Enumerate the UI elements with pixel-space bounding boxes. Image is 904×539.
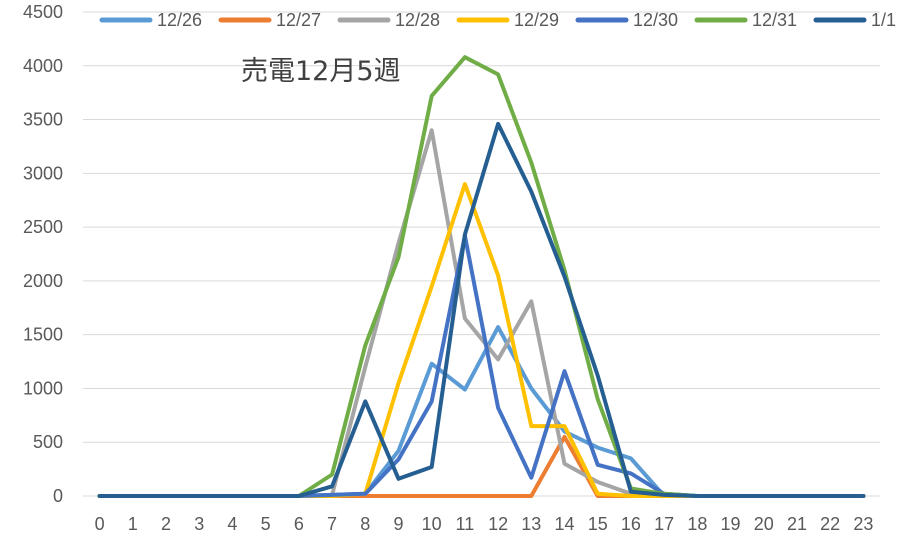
- y-tick-label: 4000: [23, 56, 63, 76]
- y-tick-label: 2500: [23, 217, 63, 237]
- x-tick-label: 18: [687, 514, 707, 534]
- x-tick-label: 23: [853, 514, 873, 534]
- x-tick-label: 11: [456, 514, 475, 534]
- x-tick-label: 6: [294, 514, 304, 534]
- chart-title: 売電12月5週: [241, 56, 401, 87]
- x-tick-label: 5: [261, 514, 271, 534]
- legend-item-12-28: 12/28: [337, 10, 440, 30]
- x-tick-label: 21: [787, 514, 807, 534]
- legend-label: 12/27: [276, 10, 321, 30]
- x-tick-label: 16: [621, 514, 641, 534]
- x-tick-label: 14: [555, 514, 575, 534]
- x-tick-label: 20: [754, 514, 774, 534]
- x-tick-label: 19: [721, 514, 741, 534]
- legend-item-12-29: 12/29: [456, 10, 559, 30]
- legend-label: 12/26: [157, 10, 202, 30]
- y-tick-label: 4500: [23, 2, 63, 22]
- x-tick-label: 15: [588, 514, 608, 534]
- legend-item-12-27: 12/27: [218, 10, 321, 30]
- y-tick-label: 0: [53, 486, 63, 506]
- legend-label: 12/30: [633, 10, 678, 30]
- x-tick-label: 22: [820, 514, 840, 534]
- x-tick-label: 12: [488, 514, 508, 534]
- series-lines: [97, 55, 866, 498]
- x-tick-label: 0: [95, 514, 105, 534]
- y-tick-label: 2000: [23, 271, 63, 291]
- legend-label: 12/29: [514, 10, 559, 30]
- x-tick-label: 10: [422, 514, 442, 534]
- x-tick-label: 2: [161, 514, 171, 534]
- x-tick-label: 3: [194, 514, 204, 534]
- x-tick-label: 9: [393, 514, 403, 534]
- x-tick-label: 8: [360, 514, 370, 534]
- x-tick-label: 13: [521, 514, 541, 534]
- x-tick-label: 7: [327, 514, 337, 534]
- y-tick-label: 1000: [23, 378, 63, 398]
- y-tick-label: 3500: [23, 110, 63, 130]
- legend-item-12-31: 12/31: [694, 10, 797, 30]
- x-tick-label: 1: [128, 514, 138, 534]
- legend-item-1-1: 1/1: [813, 10, 896, 30]
- y-tick-label: 500: [33, 432, 63, 452]
- legend-label: 12/28: [395, 10, 440, 30]
- y-tick-label: 3000: [23, 163, 63, 183]
- legend-label: 12/31: [752, 10, 797, 30]
- legend: 12/26 12/27 12/28 12/29 12/30 12/31 1/1: [99, 10, 896, 30]
- legend-item-12-30: 12/30: [575, 10, 678, 30]
- x-tick-label: 17: [654, 514, 674, 534]
- series-line-1-1: [97, 121, 866, 498]
- legend-item-12-26: 12/26: [99, 10, 202, 30]
- legend-label: 1/1: [871, 10, 896, 30]
- x-tick-label: 4: [227, 514, 237, 534]
- y-tick-label: 1500: [23, 325, 63, 345]
